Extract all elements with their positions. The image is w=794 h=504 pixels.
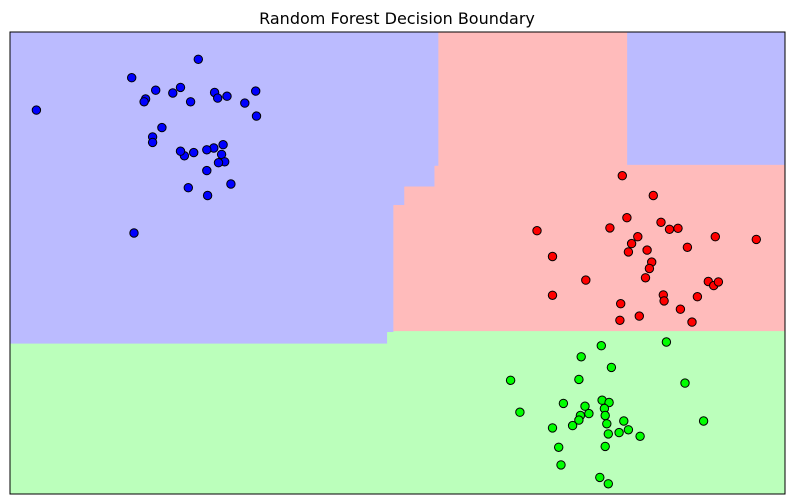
point-green-2 <box>576 352 586 362</box>
point-green-19 <box>698 416 709 426</box>
point-green-26 <box>554 442 564 452</box>
point-red-27 <box>616 299 626 309</box>
point-red-14 <box>682 242 693 253</box>
point-green-8 <box>558 398 569 409</box>
point-red-0 <box>617 171 627 181</box>
point-red-8 <box>710 232 720 242</box>
point-green-0 <box>596 341 606 351</box>
point-red-26 <box>692 292 703 302</box>
point-green-10 <box>580 401 590 411</box>
region-blue-1 <box>626 31 786 166</box>
point-green-28 <box>556 460 566 470</box>
point-red-1 <box>648 190 658 201</box>
point-red-22 <box>713 277 724 287</box>
point-blue-23 <box>175 146 186 156</box>
point-red-7 <box>633 232 643 242</box>
point-blue-31 <box>129 228 139 238</box>
point-green-23 <box>614 427 624 438</box>
plot-frame <box>9 31 786 495</box>
point-blue-0 <box>193 54 204 64</box>
region-green-3 <box>9 331 786 495</box>
point-blue-6 <box>139 97 149 107</box>
point-red-11 <box>626 238 637 249</box>
point-blue-1 <box>127 73 137 83</box>
point-blue-14 <box>31 105 42 115</box>
point-green-3 <box>606 362 617 373</box>
point-red-4 <box>656 217 666 228</box>
point-green-21 <box>547 423 558 433</box>
point-green-18 <box>602 419 612 429</box>
point-red-29 <box>634 311 644 321</box>
point-red-28 <box>675 304 686 314</box>
point-blue-26 <box>213 158 224 168</box>
point-blue-4 <box>168 88 178 98</box>
point-blue-11 <box>240 98 250 108</box>
point-red-9 <box>751 234 761 245</box>
point-green-25 <box>635 431 645 441</box>
point-green-17 <box>619 416 629 426</box>
point-red-12 <box>623 247 634 257</box>
point-blue-12 <box>251 86 261 96</box>
point-green-29 <box>595 472 605 483</box>
point-green-14 <box>584 408 594 419</box>
point-red-5 <box>664 224 675 235</box>
point-green-6 <box>680 378 690 388</box>
point-red-19 <box>581 275 591 285</box>
point-green-12 <box>515 407 525 417</box>
point-green-16 <box>574 415 584 425</box>
point-red-6 <box>673 223 683 234</box>
point-blue-27 <box>202 165 212 176</box>
decision-regions <box>9 31 786 495</box>
point-blue-7 <box>185 97 196 107</box>
point-blue-3 <box>175 82 186 93</box>
point-green-5 <box>574 374 584 385</box>
data-points <box>31 54 761 489</box>
point-blue-18 <box>218 140 228 150</box>
point-blue-21 <box>189 147 199 158</box>
point-red-30 <box>615 315 625 325</box>
point-green-27 <box>600 441 610 452</box>
point-green-24 <box>603 429 613 439</box>
point-green-1 <box>661 337 672 347</box>
point-blue-15 <box>157 122 167 133</box>
point-blue-2 <box>151 85 161 95</box>
point-red-15 <box>547 251 558 262</box>
point-blue-28 <box>226 179 236 189</box>
chart-title: Random Forest Decision Boundary <box>259 9 535 28</box>
point-blue-17 <box>147 137 158 148</box>
point-blue-20 <box>202 145 212 155</box>
point-red-25 <box>659 296 669 306</box>
point-red-13 <box>642 245 652 255</box>
region-blue-0 <box>9 31 439 345</box>
point-green-20 <box>567 420 578 431</box>
region-red-2 <box>393 31 786 332</box>
point-green-15 <box>600 410 610 421</box>
point-green-22 <box>623 425 634 435</box>
point-blue-10 <box>222 91 232 101</box>
point-green-4 <box>505 375 516 385</box>
point-blue-13 <box>251 111 262 121</box>
point-blue-9 <box>213 93 223 103</box>
point-green-30 <box>603 479 613 489</box>
point-red-23 <box>547 290 558 300</box>
point-red-17 <box>644 263 655 274</box>
point-red-3 <box>605 223 615 233</box>
point-red-31 <box>687 317 697 327</box>
point-red-2 <box>622 213 632 223</box>
point-blue-29 <box>183 183 194 193</box>
point-red-10 <box>532 226 542 236</box>
point-red-18 <box>640 273 651 283</box>
point-blue-30 <box>202 190 213 201</box>
